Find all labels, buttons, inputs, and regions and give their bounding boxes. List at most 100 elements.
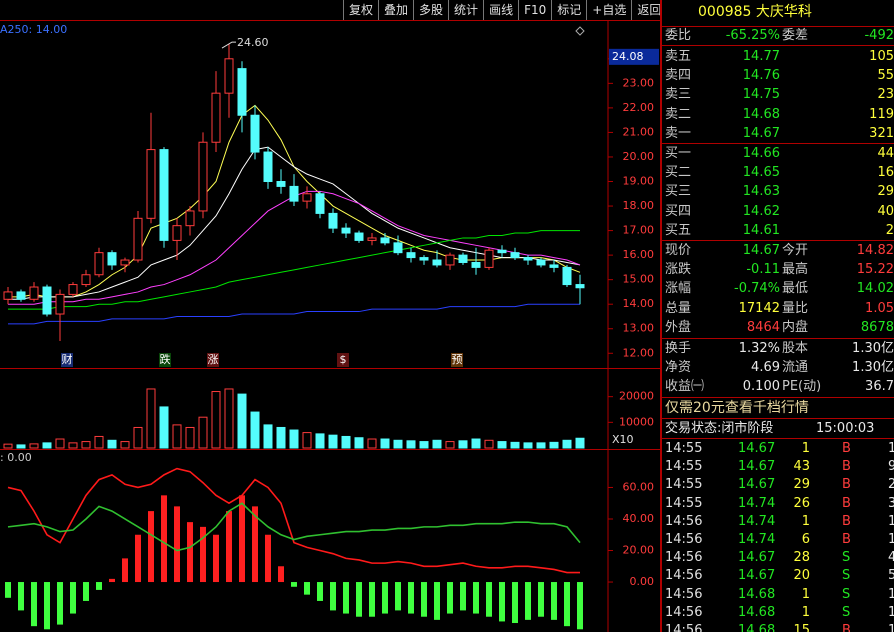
volume-bar bbox=[224, 388, 234, 449]
y-tick-label: 16.00 bbox=[623, 248, 655, 261]
volume-bar bbox=[133, 426, 143, 449]
separator bbox=[662, 397, 894, 398]
promo-text[interactable]: 仅需20元查看千档行情 bbox=[665, 400, 809, 416]
oscillator-bar bbox=[109, 578, 115, 583]
order-price: 14.67 bbox=[742, 125, 780, 141]
trade-price: 14.67 bbox=[738, 441, 776, 456]
candle-body bbox=[406, 252, 416, 259]
quote-label: 换手 bbox=[665, 341, 692, 356]
trade-row: 14:56 14.67 20 S 5 bbox=[662, 566, 894, 585]
volume-bar bbox=[276, 426, 286, 449]
trade-volume: 1 bbox=[801, 513, 810, 529]
quote-header: 000985 大庆华科 bbox=[662, 3, 894, 25]
toolbar-button[interactable]: +自选 bbox=[586, 0, 631, 20]
trade-time: 14:56 bbox=[665, 568, 703, 584]
toolbar-button[interactable]: 返回 bbox=[631, 0, 666, 20]
candle-body bbox=[302, 193, 312, 202]
order-label: 卖一 bbox=[665, 125, 692, 141]
candle-body bbox=[419, 257, 429, 261]
candle-body bbox=[198, 141, 208, 212]
volume-bar bbox=[549, 441, 559, 449]
candle-body bbox=[3, 291, 13, 300]
candle-body bbox=[94, 252, 104, 276]
quote-row: 总量 17142 量比 1.05 bbox=[662, 299, 894, 318]
candle-body bbox=[159, 149, 169, 241]
volume-bar bbox=[3, 443, 13, 449]
chart-background bbox=[0, 0, 660, 632]
order-label: 买一 bbox=[665, 146, 692, 161]
y-tick-label: 0.00 bbox=[630, 575, 655, 588]
volume-bar bbox=[250, 411, 260, 449]
trade-time: 14:55 bbox=[665, 441, 703, 456]
event-marker-bg bbox=[207, 353, 219, 367]
order-label: 买五 bbox=[665, 222, 692, 238]
volume-bar bbox=[536, 442, 546, 449]
candle-body bbox=[380, 237, 390, 244]
cursor-price: 24.08 bbox=[612, 50, 644, 63]
trade-price: 14.67 bbox=[738, 477, 776, 493]
event-marker: $ bbox=[340, 353, 347, 366]
status-text: 交易状态:闭市阶段 bbox=[665, 421, 774, 436]
separator bbox=[662, 45, 894, 46]
stock-title: 000985 大庆华科 bbox=[698, 4, 812, 20]
volume-bar bbox=[484, 439, 494, 449]
volume-bar bbox=[172, 424, 182, 449]
candle-body bbox=[55, 293, 65, 315]
toolbar-button[interactable]: 复权 bbox=[343, 0, 378, 20]
candle-body bbox=[289, 185, 299, 202]
trade-row: 14:56 14.68 15 B 1 bbox=[662, 621, 894, 632]
y-tick-label: 13.00 bbox=[623, 322, 655, 335]
trade-time: 14:56 bbox=[665, 550, 703, 566]
toolbar-button[interactable]: 统计 bbox=[448, 0, 483, 20]
event-marker-bg bbox=[451, 353, 463, 367]
order-price: 14.75 bbox=[742, 87, 780, 103]
oscillator-bar bbox=[343, 582, 349, 614]
order-price: 14.63 bbox=[742, 184, 780, 200]
oscillator-bar bbox=[421, 582, 427, 617]
order-price: 14.77 bbox=[742, 49, 780, 64]
volume-bar bbox=[432, 439, 442, 449]
volume-bar bbox=[42, 442, 52, 449]
volume-bar bbox=[16, 444, 26, 449]
candle-body bbox=[484, 249, 494, 268]
volume-bar bbox=[302, 432, 312, 449]
order-label: 买四 bbox=[665, 203, 692, 219]
toolbar-button[interactable]: 画线 bbox=[483, 0, 518, 20]
order-price: 14.62 bbox=[742, 203, 780, 219]
order-volume: 16 bbox=[877, 165, 894, 181]
oscillator-bar bbox=[239, 495, 245, 583]
candle-body bbox=[432, 259, 442, 266]
candle-body bbox=[250, 114, 260, 153]
y-tick-label: 10000 bbox=[619, 415, 654, 428]
order-volume: 321 bbox=[869, 125, 894, 141]
volume-bar bbox=[315, 433, 325, 449]
oscillator-bar bbox=[564, 582, 570, 627]
oscillator-bar bbox=[135, 534, 141, 583]
volume-bar bbox=[367, 438, 377, 449]
quote-label: 外盘 bbox=[665, 319, 692, 335]
trade-side: S bbox=[842, 550, 851, 566]
trade-row: 14:56 14.68 1 S 1 bbox=[662, 603, 894, 622]
peak-pointer bbox=[221, 41, 236, 49]
toolbar-button[interactable]: F10 bbox=[518, 0, 551, 20]
separator bbox=[662, 143, 894, 144]
order-price: 14.66 bbox=[742, 146, 780, 161]
toolbar-button[interactable]: 标记 bbox=[551, 0, 586, 20]
toolbar-button[interactable]: 叠加 bbox=[378, 0, 413, 20]
candle-body bbox=[549, 264, 559, 268]
quote-value: 1.30亿 bbox=[852, 341, 894, 356]
quote-label: 涨跌 bbox=[665, 262, 692, 278]
quote-row: 涨幅 -0.74% 最低 14.02 bbox=[662, 279, 894, 298]
trade-count: 1 bbox=[888, 621, 894, 632]
indicator-line bbox=[8, 303, 580, 325]
separator bbox=[662, 338, 894, 339]
volume-bar bbox=[562, 439, 572, 449]
trade-volume: 1 bbox=[801, 586, 810, 602]
trade-row: 14:55 14.74 26 B 3 bbox=[662, 494, 894, 513]
quote-label: 收益㈠ bbox=[665, 379, 705, 395]
quote-value: 15.22 bbox=[856, 262, 894, 278]
quote-label: 最高 bbox=[782, 262, 809, 278]
quote-value: 14.67 bbox=[742, 243, 780, 258]
volume-bar bbox=[94, 435, 104, 449]
toolbar-button[interactable]: 多股 bbox=[413, 0, 448, 20]
